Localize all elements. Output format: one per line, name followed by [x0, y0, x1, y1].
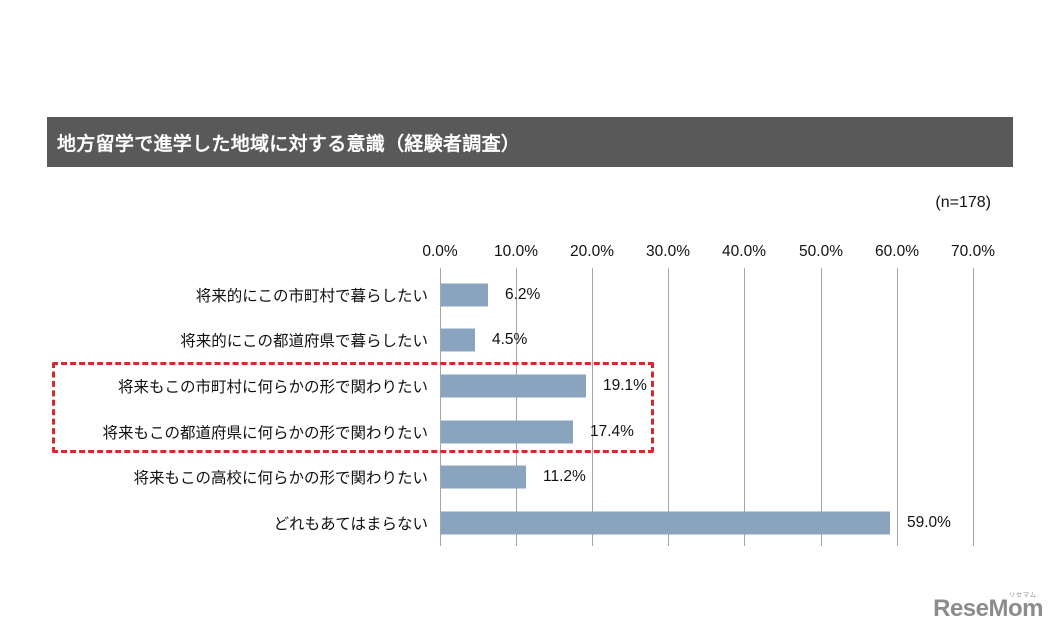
gridline — [592, 268, 593, 546]
gridline — [821, 268, 822, 546]
bar — [441, 511, 890, 535]
x-tick-label: 0.0% — [422, 243, 458, 260]
category-label: 将来的にこの都道府県で暮らしたい — [180, 332, 428, 350]
gridline — [516, 268, 517, 546]
highlight-dashed-box — [52, 362, 654, 453]
title-bar: 地方留学で進学した地域に対する意識（経験者調査） — [47, 117, 1013, 167]
bar — [441, 283, 488, 307]
value-label: 11.2% — [543, 468, 586, 485]
category-label: 将来もこの都道府県に何らかの形で関わりたい — [102, 424, 428, 442]
gridline — [744, 268, 745, 546]
gridline — [668, 268, 669, 546]
x-tick-label: 10.0% — [494, 243, 538, 260]
bar — [441, 374, 586, 398]
logo-text: ReseMom — [933, 595, 1043, 622]
value-label: 17.4% — [590, 423, 634, 440]
value-label: 6.2% — [505, 286, 541, 303]
x-tick-label: 30.0% — [646, 243, 690, 260]
x-tick-label: 40.0% — [722, 243, 766, 260]
category-label: 将来もこの高校に何らかの形で関わりたい — [133, 469, 428, 487]
value-label: 19.1% — [603, 377, 647, 394]
bar — [441, 465, 526, 489]
bar — [441, 328, 475, 352]
category-label: 将来的にこの市町村で暮らしたい — [195, 287, 428, 305]
value-label: 4.5% — [492, 331, 528, 348]
resemom-logo: ReseMom リセマム — [933, 593, 1043, 623]
x-tick-label: 60.0% — [875, 243, 919, 260]
x-tick-label: 70.0% — [951, 243, 995, 260]
chart-title: 地方留学で進学した地域に対する意識（経験者調査） — [57, 133, 521, 155]
sample-size-label: (n=178) — [935, 194, 991, 211]
logo-kana: リセマム — [1008, 593, 1037, 599]
x-tick-label: 20.0% — [570, 243, 614, 260]
value-label: 59.0% — [907, 514, 951, 531]
gridline — [897, 268, 898, 546]
x-tick-label: 50.0% — [799, 243, 843, 260]
gridline — [973, 268, 974, 546]
gridline — [440, 268, 441, 546]
category-label: 将来もこの市町村に何らかの形で関わりたい — [117, 378, 428, 396]
category-label: どれもあてはまらない — [273, 515, 428, 533]
bar — [441, 420, 573, 444]
